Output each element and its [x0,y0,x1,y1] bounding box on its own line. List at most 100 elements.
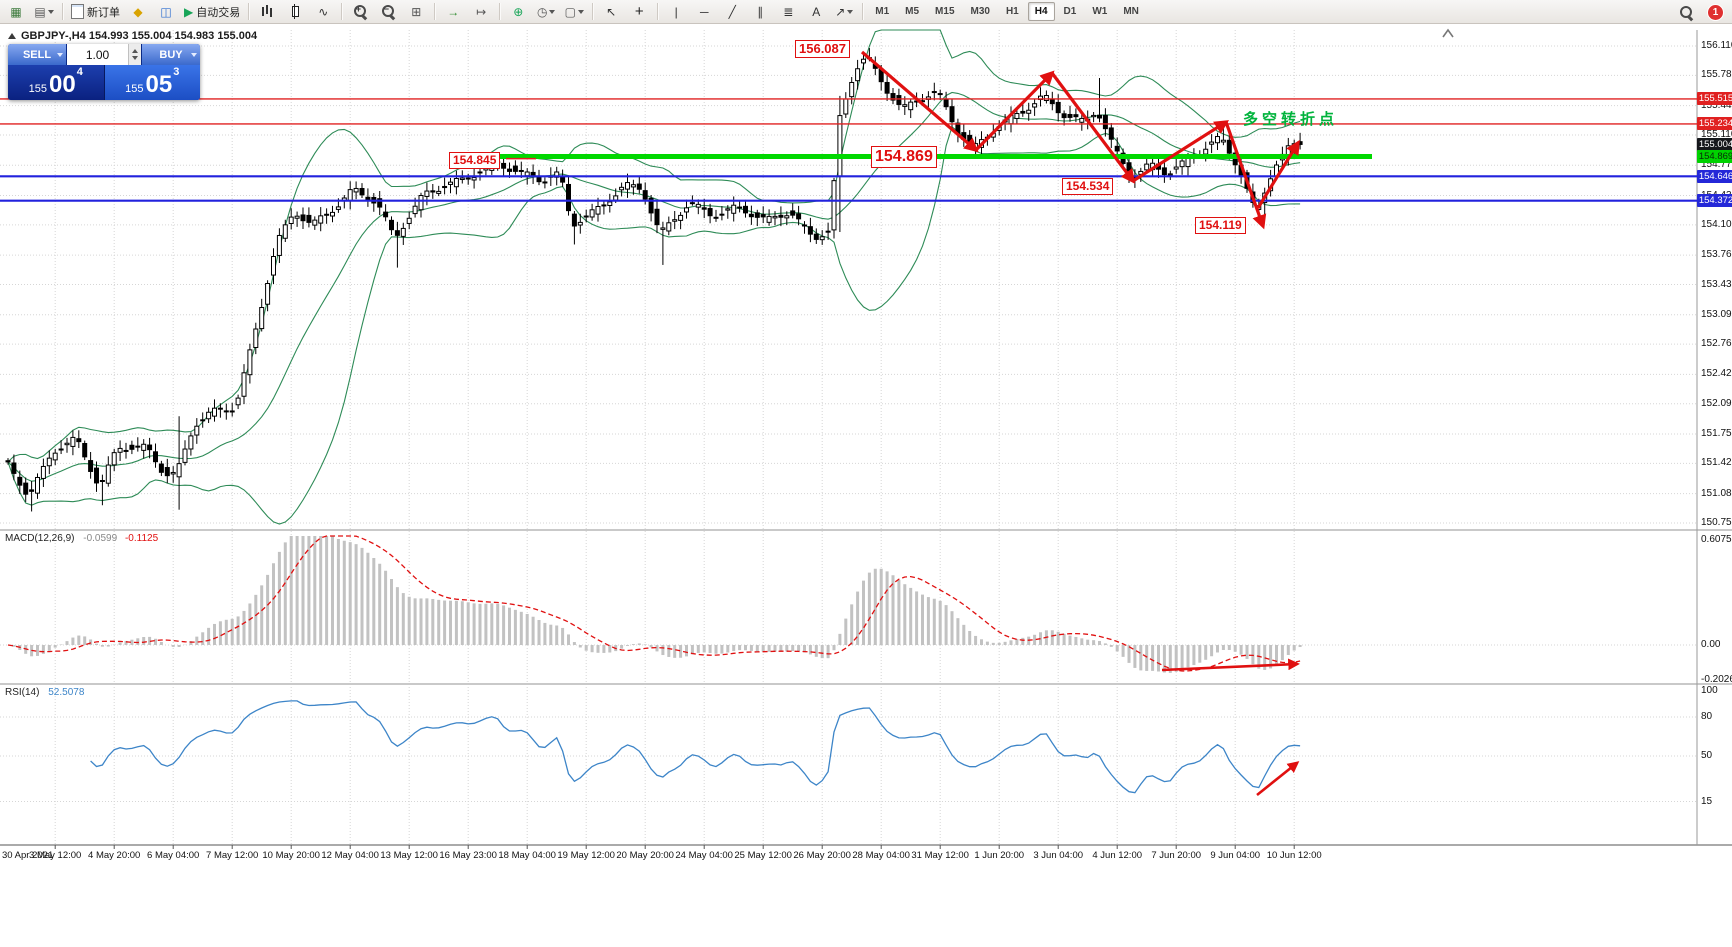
timeframe-M15-button[interactable]: M15 [935,6,955,17]
bar-chart-button[interactable] [254,1,280,23]
ocp-collapse-icon[interactable] [8,33,16,39]
chart-window: GBPJPY-,H4 154.993 155.004 154.983 155.0… [0,24,1732,947]
rsi-axis-label: 80 [1701,711,1713,722]
price-annotation[interactable]: 154.119 [1195,217,1246,234]
search-button[interactable] [1673,1,1699,23]
buy-button[interactable]: BUY [141,44,200,65]
line-chart-button[interactable]: ∿ [310,1,336,23]
price-axis-label: 150.750 [1701,517,1732,529]
periods-button[interactable]: ◷ [533,1,559,23]
timeframe-D1-button[interactable]: D1 [1063,6,1077,17]
price-tag-155.234: 155.234 [1697,117,1732,131]
strategy-tester-button[interactable]: ◫ [153,1,179,23]
rsi-indicator-label: RSI(14) 52.5078 [5,687,84,698]
play-green-icon: ▶ [184,4,194,19]
buy-price[interactable]: 155 05 3 [104,65,200,100]
trend-icon: ╱ [728,4,736,19]
timeframe-W1-button[interactable]: W1 [1092,6,1108,17]
time-axis-label: 30 Apr 2021 [2,850,54,861]
time-axis-label: 25 May 12:00 [734,850,792,861]
buy-dropdown-icon[interactable] [191,53,197,57]
time-axis-label: 3 May 12:00 [29,850,82,861]
vertical-line-button[interactable]: | [663,1,689,23]
macd-arrow[interactable] [1161,658,1300,672]
time-axis-label: 7 May 12:00 [206,850,259,861]
crosshair-button[interactable]: + [626,1,652,23]
one-click-trading-panel: SELL BUY 155 00 [8,44,200,100]
horizontal-line-objects[interactable] [0,98,1697,202]
buy-button-label: BUY [159,48,183,61]
linechart-icon: ∿ [318,4,329,19]
profiles-button[interactable]: ▤ [31,1,57,23]
toolbar-separator [499,3,501,20]
autotrading-button[interactable]: ▶ 自动交易 [181,1,243,23]
metaeditor-button[interactable]: ◆ [125,1,151,23]
timeframe-M1-button[interactable]: M1 [875,6,890,17]
autoscroll-icon: → [447,4,460,19]
text-icon: A [812,4,821,19]
volume-down-icon[interactable] [132,56,138,60]
zoom-in-button[interactable]: + [347,1,373,23]
zoom-out-icon: − [381,4,396,19]
main-toolbar: ▦ ▤ 新订单 ◆ ◫ ▶ 自动交易 ∿ + − ⊞ → ↦ ⊕ ◷ ▢ ↖ + | ─ ╱ ∥ ≣ A ↗ M1 M5 M15 M30… [0,0,1732,24]
rsi-arrow[interactable] [1256,761,1300,797]
profiles-icon: ▤ [34,4,46,19]
rsi-axis-label: 50 [1701,750,1713,761]
price-axis-label: 155.110 [1701,129,1732,140]
sell-dropdown-icon[interactable] [57,53,63,57]
channel-button[interactable]: ∥ [747,1,773,23]
indicators-button[interactable]: ⊕ [505,1,531,23]
price-axis-label: 153.090 [1701,308,1732,320]
price-annotation[interactable]: 154.869 [871,146,937,168]
sell-button[interactable]: SELL [8,44,67,65]
price-axis-label: 151.750 [1701,428,1732,440]
templates-button[interactable]: ▢ [561,1,587,23]
price-annotation[interactable]: 154.534 [1062,178,1114,195]
chart-shift-marker[interactable] [1442,28,1454,38]
crosshair-icon: + [634,3,644,20]
timeframe-MN-button[interactable]: MN [1123,6,1139,17]
chart-shift-button[interactable]: ↦ [468,1,494,23]
trend-arrows[interactable] [860,50,1300,230]
timeframe-M30-button[interactable]: M30 [970,6,990,17]
rsi-name: RSI(14) [5,687,40,698]
zoom-out-button[interactable]: − [375,1,401,23]
trendline-button[interactable]: ╱ [719,1,745,23]
sell-price[interactable]: 155 00 4 [8,65,105,100]
time-axis-label: 13 May 12:00 [380,850,438,861]
turning-point-note[interactable]: 多空转折点 [1243,111,1339,128]
time-axis-label: 12 May 04:00 [321,850,379,861]
volume-up-icon[interactable] [132,49,138,53]
timeframe-H4-button[interactable]: H4 [1027,2,1055,21]
new-order-button[interactable]: 新订单 [68,1,123,23]
cursor-button[interactable]: ↖ [598,1,624,23]
macd-indicator-label: MACD(12,26,9) -0.0599 -0.1125 [5,533,158,544]
notification-badge[interactable]: 1 [1707,3,1724,21]
dropdown-caret-icon [847,9,854,14]
time-axis-label: 28 May 04:00 [852,850,910,861]
sell-price-big: 00 [49,71,76,99]
dropdown-caret-icon [549,9,556,14]
price-annotation[interactable]: 154.845 [449,152,501,169]
page-icon [71,4,84,19]
tiles-icon: ⊞ [411,4,422,19]
timeframe-H1-button[interactable]: H1 [1005,6,1019,17]
tile-windows-button[interactable]: ⊞ [403,1,429,23]
candlestick-chart-button[interactable] [282,1,308,23]
price-annotation[interactable]: 156.087 [795,40,850,59]
zoom-out-sign: − [383,4,389,14]
rsi-panel-splitter[interactable] [0,683,1732,685]
new-chart-button[interactable]: ▦ [3,1,29,23]
fibonacci-button[interactable]: ≣ [775,1,801,23]
timeframe-M5-button[interactable]: M5 [905,6,920,17]
macd-histogram [12,536,1302,673]
arrow-tools-button[interactable]: ↗ [831,1,857,23]
macd-signal-line [7,535,1301,672]
toolbar-separator [248,3,250,20]
auto-scroll-button[interactable]: → [440,1,466,23]
volume-input[interactable] [67,44,128,65]
chart-title: GBPJPY-,H4 154.993 155.004 154.983 155.0… [8,30,257,42]
macd-panel-splitter[interactable] [0,529,1732,531]
horizontal-line-button[interactable]: ─ [691,1,717,23]
text-button[interactable]: A [803,1,829,23]
